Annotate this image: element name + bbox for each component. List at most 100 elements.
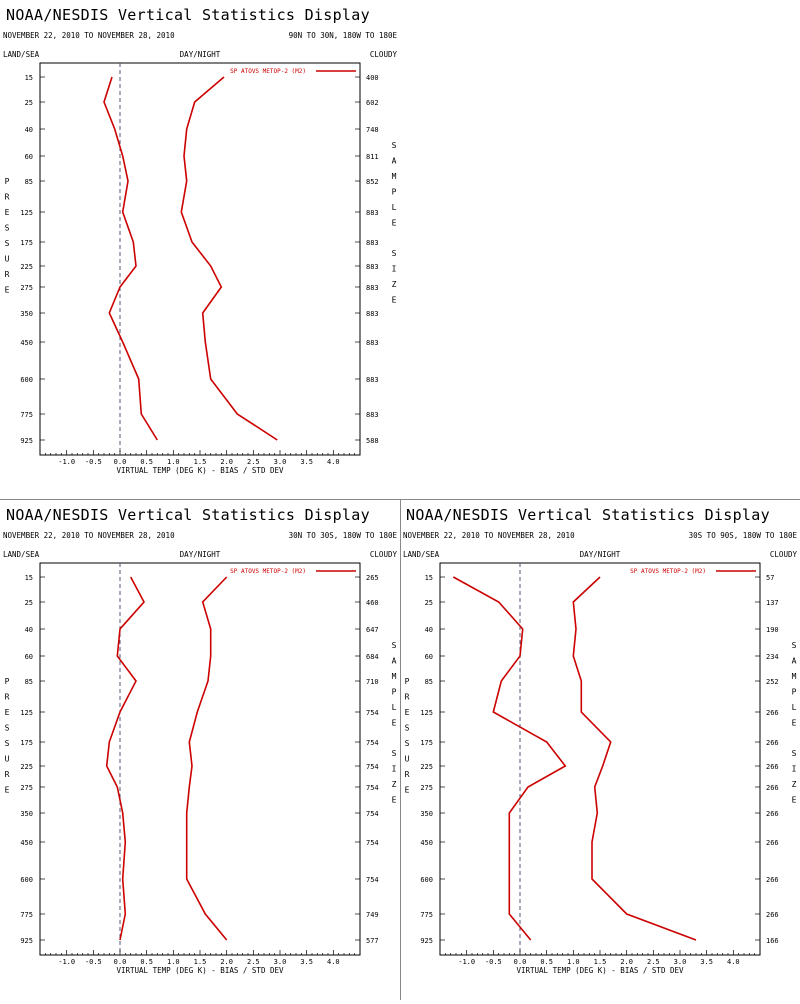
x-tick-label: 1.0 (567, 958, 580, 966)
sample-size-label: 684 (366, 653, 379, 661)
pressure-level-label: 600 (420, 876, 433, 884)
cloudy-label: CLOUDY (370, 550, 398, 559)
pressure-level-label: 450 (420, 839, 433, 847)
y-axis-label-char: S (5, 724, 10, 733)
std-dev-line (185, 576, 228, 941)
sample-size-label: 710 (366, 678, 379, 686)
chart-title: NOAA/NESDIS Vertical Statistics Display (6, 6, 370, 24)
pressure-level-label: 175 (20, 739, 33, 747)
x-axis-label: VIRTUAL TEMP (DEG K) - BIAS / STD DEV (116, 466, 284, 475)
pressure-level-label: 775 (20, 911, 33, 919)
chart-svg: NOAA/NESDIS Vertical Statistics Display N… (403, 506, 797, 975)
pressure-level-label: 25 (25, 599, 33, 607)
pressure-level-label: 275 (420, 784, 433, 792)
y-axis-label-char: R (5, 770, 10, 779)
y-axis-label-char: E (5, 708, 10, 717)
pressure-level-label: 925 (20, 937, 33, 945)
sample-size-label: 754 (366, 810, 379, 818)
pressure-level-label: 600 (20, 376, 33, 384)
sample-size-label: 754 (366, 784, 379, 792)
x-tick-label: 1.5 (194, 958, 207, 966)
pressure-level-label: 40 (425, 626, 433, 634)
right-axis-label-char: A (392, 157, 397, 166)
right-axis-label-char: S (392, 641, 397, 650)
x-tick-label: -1.0 (58, 958, 75, 966)
sample-size-label: 754 (366, 839, 379, 847)
y-axis-label-char: P (405, 677, 410, 686)
right-axis-label-char: E (792, 719, 797, 728)
x-axis-label: VIRTUAL TEMP (DEG K) - BIAS / STD DEV (116, 966, 284, 975)
pressure-level-label: 60 (425, 653, 433, 661)
sample-size-label: 748 (366, 126, 379, 134)
sample-size-label: 266 (766, 739, 779, 747)
x-tick-label: 0.5 (540, 958, 553, 966)
right-axis-label-char: L (392, 703, 397, 712)
panel-divider-horizontal (0, 499, 800, 500)
right-axis-label-char: P (792, 688, 797, 697)
pressure-level-label: 15 (425, 574, 433, 582)
x-tick-label: 1.0 (167, 458, 180, 466)
x-tick-label: 2.0 (620, 958, 633, 966)
pressure-level-label: 25 (25, 99, 33, 107)
day-night-label: DAY/NIGHT (180, 50, 221, 59)
sample-size-label: 265 (366, 574, 379, 582)
date-range: NOVEMBER 22, 2010 TO NOVEMBER 28, 2010 (3, 531, 175, 540)
sample-size-label: 647 (366, 626, 379, 634)
pressure-level-label: 125 (420, 709, 433, 717)
y-axis-label-char: S (405, 724, 410, 733)
sample-size-label: 266 (766, 911, 779, 919)
sample-size-label: 234 (766, 653, 779, 661)
x-tick-label: 2.5 (247, 458, 260, 466)
sample-size-label: 266 (766, 810, 779, 818)
x-tick-label: 1.0 (167, 958, 180, 966)
sample-size-label: 190 (766, 626, 779, 634)
plot-frame (39, 62, 361, 456)
pressure-level-label: 225 (420, 763, 433, 771)
chart-panel-tropics: NOAA/NESDIS Vertical Statistics Display N… (0, 500, 400, 1000)
x-tick-label: 0.5 (140, 958, 153, 966)
y-axis-label-char: R (5, 270, 10, 279)
pressure-level-label: 175 (20, 239, 33, 247)
x-tick-label: -1.0 (58, 458, 75, 466)
sample-size-label: 883 (366, 284, 379, 292)
right-axis-label-char: S (392, 141, 397, 150)
right-axis-label-char: E (392, 296, 397, 305)
x-tick-label: 3.5 (700, 958, 713, 966)
legend-label: SP ATOVS METOP-2 (M2) (630, 568, 706, 575)
y-axis-label-char: S (405, 739, 410, 748)
x-tick-label: 2.5 (647, 958, 660, 966)
x-tick-label: 3.5 (300, 458, 313, 466)
sample-size-label: 252 (766, 678, 779, 686)
x-tick-label: 0.5 (140, 458, 153, 466)
pressure-level-label: 925 (420, 937, 433, 945)
right-axis-label-char: E (392, 219, 397, 228)
x-tick-label: 3.0 (274, 958, 287, 966)
chart-svg: NOAA/NESDIS Vertical Statistics Display N… (3, 506, 398, 975)
y-axis-label-char: S (5, 224, 10, 233)
y-axis-label-char: P (5, 677, 10, 686)
x-tick-label: -1.0 (458, 958, 475, 966)
sample-size-label: 577 (366, 937, 379, 945)
x-tick-label: 3.0 (674, 958, 687, 966)
right-axis-label-char: M (392, 672, 397, 681)
pressure-level-label: 15 (25, 74, 33, 82)
plot-frame (439, 562, 761, 956)
sample-size-label: 883 (366, 339, 379, 347)
right-axis-label-char: E (792, 796, 797, 805)
sample-size-label: 166 (766, 937, 779, 945)
sample-size-label: 266 (766, 709, 779, 717)
pressure-level-label: 85 (25, 678, 33, 686)
cloudy-label: CLOUDY (370, 50, 398, 59)
y-axis-label-char: S (5, 739, 10, 748)
sample-size-label: 852 (366, 178, 379, 186)
x-tick-label: 3.5 (300, 958, 313, 966)
pressure-level-label: 450 (20, 839, 33, 847)
pressure-level-label: 85 (25, 178, 33, 186)
pressure-level-label: 60 (25, 653, 33, 661)
right-axis-label-char: A (792, 657, 797, 666)
day-night-label: DAY/NIGHT (580, 550, 621, 559)
right-axis-label-char: E (392, 719, 397, 728)
sample-size-label: 588 (366, 437, 379, 445)
pressure-level-label: 125 (20, 209, 33, 217)
right-axis-label-char: I (392, 765, 397, 774)
